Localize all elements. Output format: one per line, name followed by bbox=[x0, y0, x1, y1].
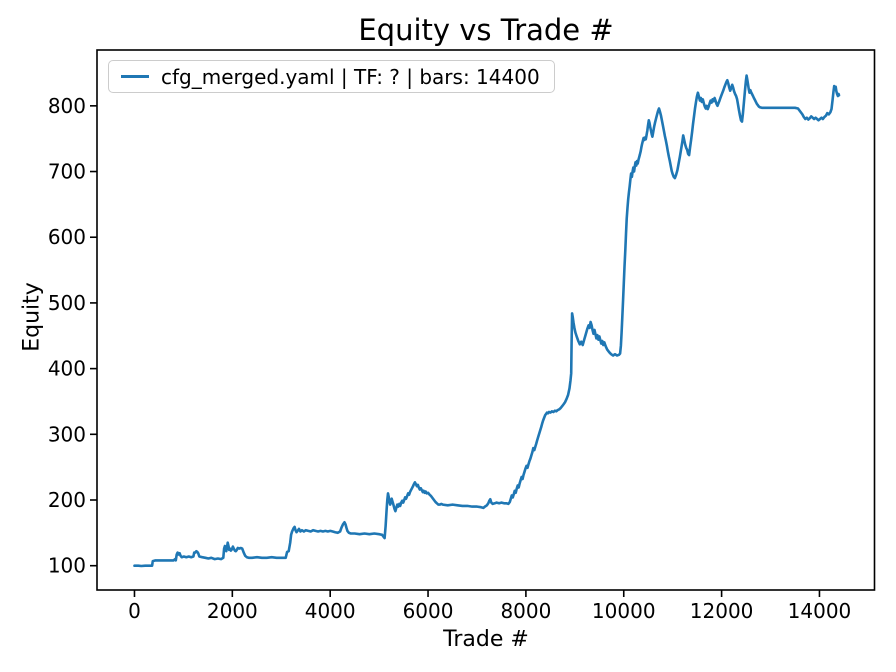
y-tick-label: 300 bbox=[48, 422, 86, 446]
y-tick-label: 800 bbox=[48, 94, 86, 118]
y-tick-label: 500 bbox=[48, 291, 86, 315]
x-tick-label: 12000 bbox=[690, 599, 754, 623]
x-tick-label: 10000 bbox=[592, 599, 656, 623]
y-tick-label: 600 bbox=[48, 225, 86, 249]
legend-label: cfg_merged.yaml | TF: ? | bars: 14400 bbox=[161, 64, 540, 89]
legend: cfg_merged.yaml | TF: ? | bars: 14400 bbox=[108, 60, 555, 93]
axis-ticks: 0 2000 4000 6000 8000 10000 12000 14000 100 200 30… bbox=[48, 94, 851, 623]
y-tick-label: 400 bbox=[48, 357, 86, 381]
x-tick-label: 2000 bbox=[207, 599, 258, 623]
x-axis-label: Trade # bbox=[443, 627, 529, 652]
x-tick-label: 14000 bbox=[788, 599, 852, 623]
x-tick-label: 4000 bbox=[305, 599, 356, 623]
x-tick-label: 0 bbox=[128, 599, 141, 623]
y-tick-label: 700 bbox=[48, 160, 86, 184]
equity-line bbox=[133, 74, 841, 568]
legend-line-swatch bbox=[121, 75, 149, 78]
axes-box bbox=[96, 49, 876, 591]
x-tick-label: 6000 bbox=[403, 599, 454, 623]
series-layer bbox=[133, 74, 841, 568]
y-axis-label: Equity bbox=[19, 282, 45, 352]
y-tick-label: 200 bbox=[48, 488, 86, 512]
y-tick-label: 100 bbox=[48, 554, 86, 578]
chart-title: Equity vs Trade # bbox=[358, 13, 614, 47]
x-tick-label: 8000 bbox=[500, 599, 551, 623]
